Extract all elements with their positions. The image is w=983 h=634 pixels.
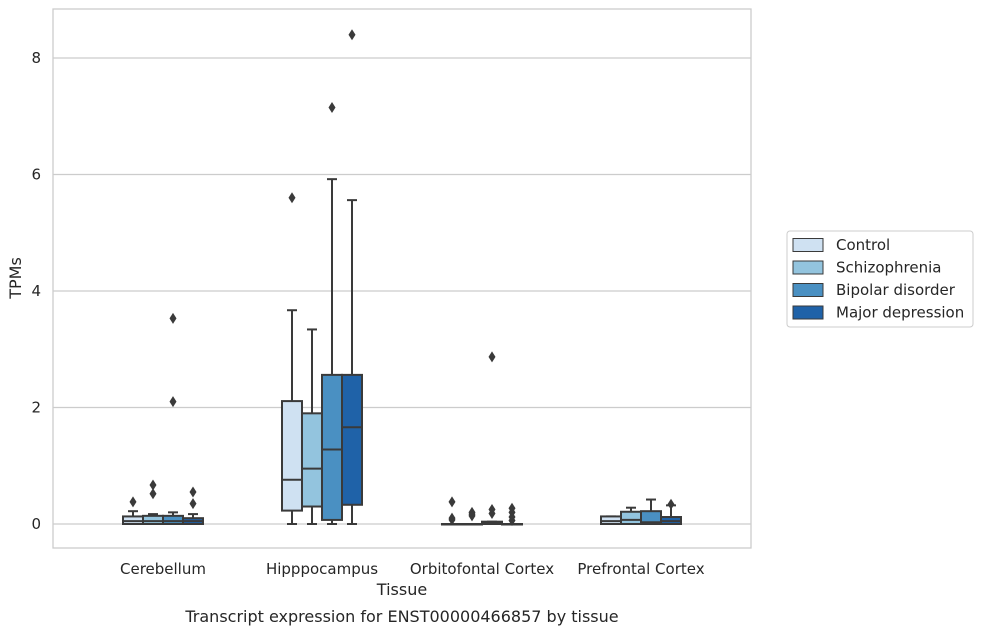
box-group — [600, 515, 622, 525]
chart-title: Transcript expression for ENST0000046685… — [184, 607, 618, 626]
box — [281, 400, 303, 512]
legend-label: Major depression — [836, 304, 964, 322]
y-tick-label: 4 — [31, 282, 41, 300]
legend-swatch — [792, 238, 824, 252]
box — [301, 412, 323, 508]
box-group — [481, 351, 503, 525]
box-group — [182, 486, 204, 525]
outlier-point — [189, 498, 197, 510]
y-tick-label: 8 — [31, 49, 41, 67]
box-group — [461, 506, 483, 526]
outlier-point — [189, 486, 197, 498]
y-tick-labels: 0 2 4 6 8 — [31, 49, 41, 533]
outlier-point — [149, 479, 157, 491]
box — [321, 373, 343, 521]
outlier-point — [169, 396, 177, 408]
x-tick-labels: Cerebellum Hipppocampus Orbitofontal Corte… — [120, 560, 705, 578]
x-tick-label: Prefrontal Cortex — [577, 560, 704, 578]
box — [142, 514, 164, 525]
outlier-point — [488, 508, 496, 520]
x-tick-label: Orbitofontal Cortex — [410, 560, 554, 578]
outlier-point — [468, 510, 476, 522]
plot-frame — [52, 8, 752, 549]
y-tick-label: 0 — [31, 515, 41, 533]
legend-label: Control — [836, 236, 890, 254]
box-group — [281, 192, 303, 525]
outlier-point — [129, 496, 137, 508]
x-tick-label: Cerebellum — [120, 560, 206, 578]
outlier-point — [149, 488, 157, 500]
outlier-point — [328, 102, 336, 114]
legend: Control Schizophrenia Bipolar disorder Majo… — [786, 230, 974, 328]
series-major-depression — [182, 29, 682, 527]
outlier-point — [288, 192, 296, 204]
box-series — [122, 29, 682, 527]
box-group — [122, 496, 144, 525]
y-gridlines — [53, 57, 751, 525]
legend-swatch — [792, 283, 824, 297]
series-control — [122, 192, 622, 526]
y-tick-label: 6 — [31, 166, 41, 184]
outlier-point — [508, 515, 516, 527]
box — [620, 510, 642, 525]
box-group — [301, 328, 323, 525]
box-group — [501, 502, 523, 527]
series-schizophrenia — [142, 328, 642, 526]
outlier-point — [448, 496, 456, 508]
outlier-point — [488, 351, 496, 363]
box-group — [441, 496, 463, 526]
box-group — [660, 498, 682, 526]
x-tick-label: Hipppocampus — [266, 560, 378, 578]
box — [341, 373, 363, 506]
box-group — [142, 479, 164, 525]
outlier-point — [448, 514, 456, 526]
box-group — [341, 29, 363, 525]
legend-label: Bipolar disorder — [836, 281, 956, 299]
box-group — [640, 498, 662, 525]
series-bipolar-disorder — [162, 102, 662, 525]
box-group — [321, 102, 343, 525]
outlier-point — [667, 498, 675, 510]
y-axis-label: TPMs — [6, 257, 25, 300]
y-tick-label: 2 — [31, 399, 41, 417]
legend-swatch — [792, 305, 824, 320]
legend-label: Schizophrenia — [836, 259, 941, 277]
x-axis-label: Tissue — [376, 580, 427, 599]
legend-swatch — [792, 260, 824, 275]
legend-frame — [786, 230, 974, 328]
outlier-point — [169, 312, 177, 324]
box-group — [162, 312, 184, 525]
box-group — [620, 506, 642, 525]
box — [162, 514, 184, 525]
outlier-point — [348, 29, 356, 41]
